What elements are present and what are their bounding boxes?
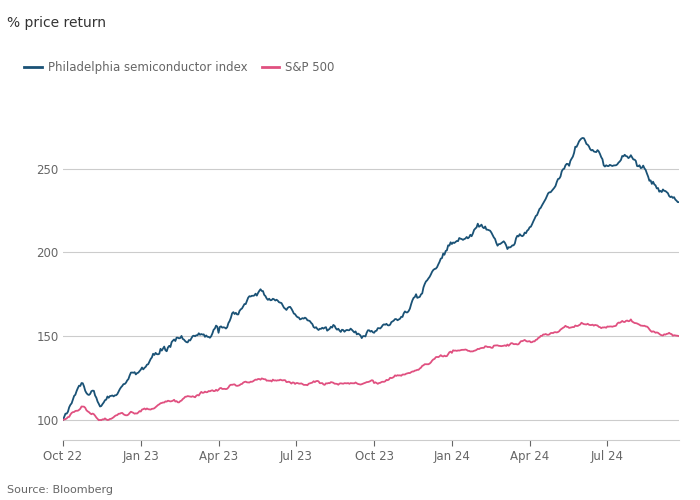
Legend: Philadelphia semiconductor index, S&P 500: Philadelphia semiconductor index, S&P 50…: [20, 56, 340, 79]
Text: % price return: % price return: [7, 16, 106, 30]
Text: Source: Bloomberg: Source: Bloomberg: [7, 485, 113, 495]
